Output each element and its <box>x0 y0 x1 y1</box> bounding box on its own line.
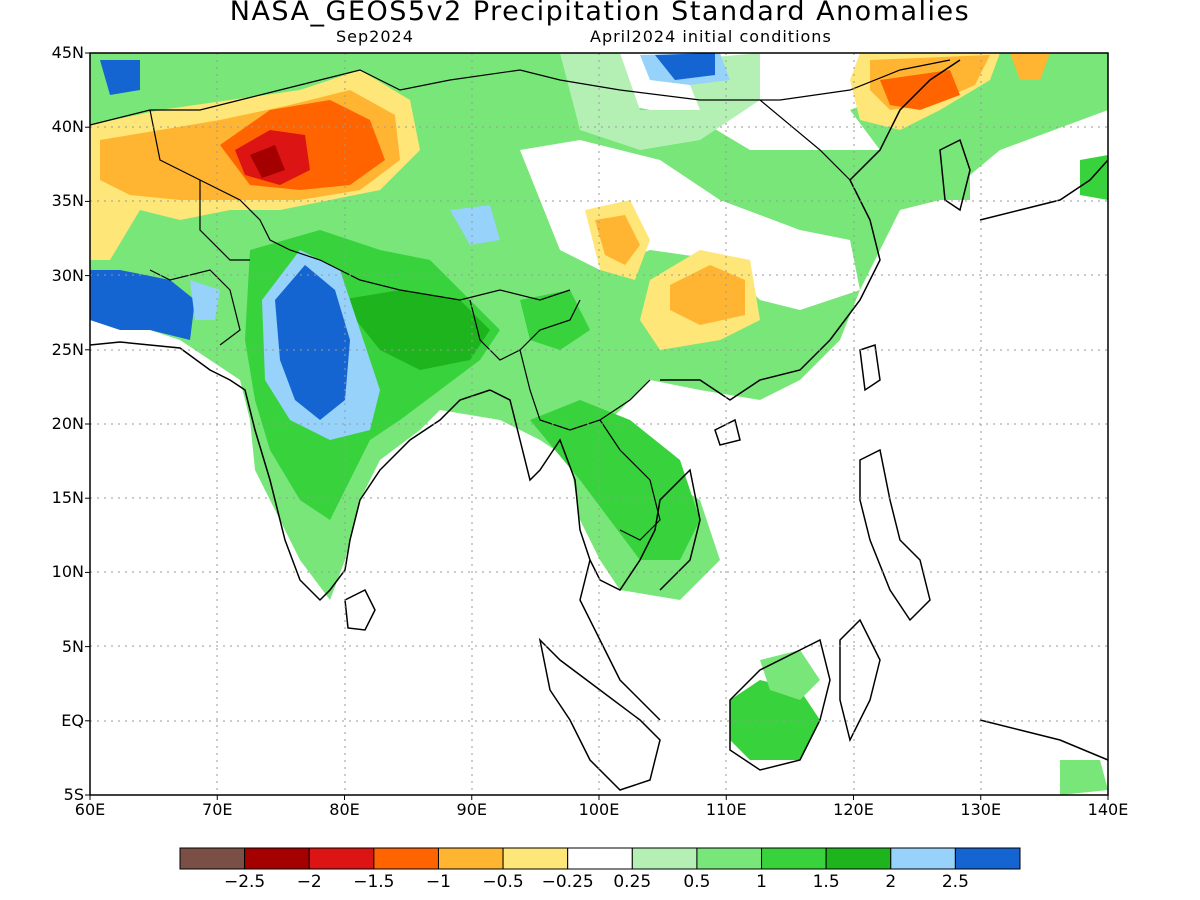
colorbar-tick-label: 0.5 <box>683 872 711 892</box>
lat-tick-label: 10N <box>51 562 84 582</box>
lat-tick-label: 35N <box>51 191 84 211</box>
colorbar-swatch <box>179 847 246 870</box>
coastlines <box>89 59 1109 791</box>
lat-tick-label: 45N <box>51 43 84 62</box>
lat-tick-label: EQ <box>61 710 84 730</box>
colorbar-swatch <box>308 847 375 870</box>
colorbar-swatch <box>890 847 956 870</box>
initial-conditions: April2024 initial conditions <box>590 27 832 46</box>
colorbar-tick-label: 2.5 <box>941 872 969 892</box>
anomaly-region <box>340 290 490 370</box>
lon-tick-label: 100E <box>578 800 620 819</box>
chart-title: NASA_GEOS5v2 Precipitation Standard Anom… <box>229 0 971 27</box>
colorbar-swatch <box>567 847 633 870</box>
anomaly-region <box>1010 53 1050 80</box>
colorbar <box>179 847 1021 870</box>
colorbar-tick-label: −2 <box>296 872 322 892</box>
colorbar-tick-label: −0.5 <box>482 872 524 892</box>
colorbar-tick-label: −0.25 <box>541 872 594 892</box>
lat-tick-label: 15N <box>51 488 84 508</box>
anomaly-region <box>655 53 715 80</box>
lat-lon-grid <box>90 53 1108 795</box>
colorbar-swatch <box>437 847 504 870</box>
lat-tick-label: 20N <box>51 414 84 433</box>
anomaly-region <box>250 145 285 178</box>
borders <box>89 59 951 541</box>
anomaly-region <box>730 680 820 760</box>
lat-tick-label: 25N <box>51 339 84 359</box>
anomaly-region <box>530 400 700 560</box>
anomaly-region <box>190 280 220 320</box>
colorbar-swatch <box>373 847 439 870</box>
colorbar-tick-label: 0.25 <box>613 872 652 892</box>
lon-tick-label: 80E <box>329 800 360 819</box>
colorbar-tick-label: 1.5 <box>812 872 840 892</box>
tick-marks <box>85 52 1109 800</box>
anomaly-region <box>90 270 195 340</box>
colorbar-tick-label: −2.5 <box>223 872 266 892</box>
anomaly-region <box>100 60 140 95</box>
colorbar-swatch <box>825 847 892 870</box>
colorbar-tick-label: −1.5 <box>353 872 395 892</box>
colorbar-swatch <box>761 847 827 870</box>
colorbar-swatch <box>631 847 698 870</box>
colorbar-swatch <box>696 847 763 870</box>
anomaly-region <box>450 205 500 245</box>
anomaly-region <box>275 265 350 420</box>
lat-tick-label: 30N <box>51 265 84 285</box>
anomaly-region <box>520 290 590 350</box>
colorbar-swatch <box>244 847 310 870</box>
colorbar-tick-label: −1 <box>425 872 451 892</box>
colorbar-tick-label: 2 <box>885 872 897 892</box>
colorbar-swatch <box>954 847 1021 870</box>
lon-tick-label: 120E <box>833 800 874 819</box>
lon-tick-label: 70E <box>202 800 233 819</box>
lat-tick-label: 40N <box>51 117 84 137</box>
lat-tick-label: 5N <box>61 636 84 656</box>
lon-tick-label: 140E <box>1087 800 1129 819</box>
anomaly-region <box>595 215 640 265</box>
anomaly-region <box>670 265 745 325</box>
lon-tick-label: 110E <box>705 800 747 819</box>
anomaly-field <box>90 53 1108 795</box>
forecast-month: Sep2024 <box>336 27 414 46</box>
colorbar-swatch <box>502 847 569 870</box>
anomaly-region <box>1060 760 1108 795</box>
lat-tick-label: 5S <box>63 785 84 804</box>
colorbar-tick-label: 1 <box>756 872 767 892</box>
lon-tick-label: 90E <box>456 800 487 819</box>
lon-tick-label: 130E <box>960 800 1002 819</box>
lon-tick-label: 60E <box>74 800 106 819</box>
anomaly-region <box>1080 155 1108 200</box>
